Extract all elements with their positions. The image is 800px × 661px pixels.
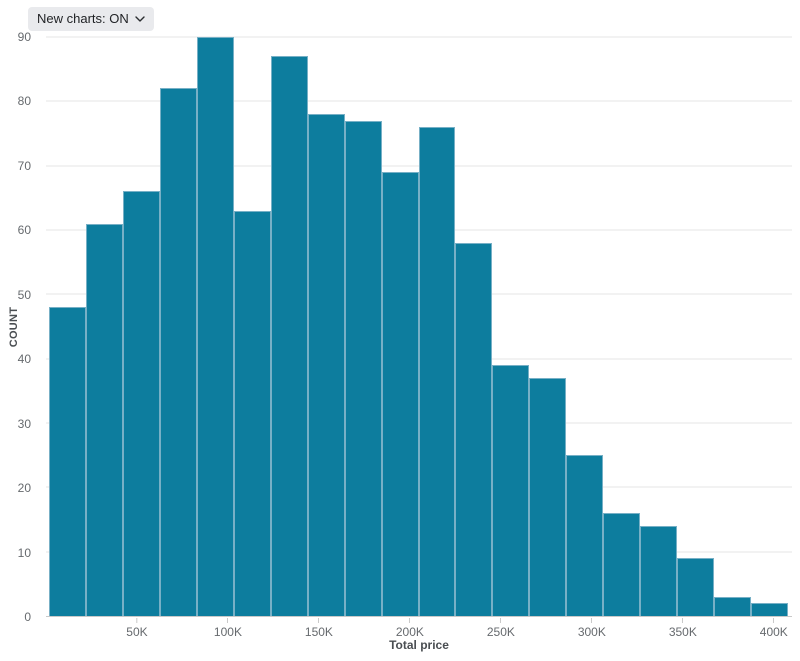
histogram-bar[interactable] xyxy=(307,114,345,616)
x-axis-tick: 50K xyxy=(126,618,148,639)
histogram-bar[interactable] xyxy=(122,191,160,616)
x-axis-tick: 100K xyxy=(214,618,242,639)
histogram-bar[interactable] xyxy=(233,210,271,616)
y-axis-tick-label: 70 xyxy=(17,158,31,173)
x-axis-tick-label: 400K xyxy=(759,625,788,639)
chevron-down-icon xyxy=(135,15,145,22)
x-axis-tick-label: 150K xyxy=(304,625,333,639)
x-axis-tick-mark xyxy=(318,618,320,623)
y-axis-tick-label: 10 xyxy=(17,545,31,560)
y-axis-tick-label: 80 xyxy=(17,94,31,109)
x-axis-tick-mark xyxy=(500,618,502,623)
x-axis-tick-mark xyxy=(591,618,593,623)
x-axis-tick: 350K xyxy=(669,618,697,639)
new-charts-dropdown-label: New charts: ON xyxy=(37,11,129,26)
x-axis-tick: 200K xyxy=(396,618,424,639)
y-axis-tick-label: 20 xyxy=(17,481,31,496)
histogram-bar[interactable] xyxy=(455,242,493,616)
y-axis-tick-label: 60 xyxy=(17,223,31,238)
new-charts-dropdown[interactable]: New charts: ON xyxy=(28,7,154,31)
x-axis-tick: 150K xyxy=(305,618,333,639)
histogram-bar[interactable] xyxy=(566,455,604,616)
histogram-bar[interactable] xyxy=(270,56,308,616)
histogram-bar[interactable] xyxy=(49,307,86,616)
y-axis-tick-label: 50 xyxy=(17,287,31,302)
histogram-bar[interactable] xyxy=(714,596,752,616)
histogram-bar[interactable] xyxy=(344,120,382,616)
histogram-bar[interactable] xyxy=(640,525,678,616)
plot-area xyxy=(46,36,792,617)
x-axis-tick-label: 200K xyxy=(395,625,424,639)
x-axis-tick: 300K xyxy=(578,618,606,639)
x-axis-title: Total price xyxy=(389,638,449,652)
x-axis-tick: 250K xyxy=(487,618,515,639)
y-axis-tick-label: 40 xyxy=(17,352,31,367)
x-axis-tick: 400K xyxy=(760,618,788,639)
histogram-bars xyxy=(49,37,789,616)
x-axis-tick-labels: 50K 100K 150K 200K 250K 300K 350K 400K xyxy=(46,618,792,642)
x-axis-tick-label: 300K xyxy=(577,625,606,639)
histogram-bar[interactable] xyxy=(418,127,456,616)
histogram-bar[interactable] xyxy=(751,603,789,616)
histogram-bar[interactable] xyxy=(381,172,419,616)
y-axis-tick-label: 30 xyxy=(17,416,31,431)
histogram-bar[interactable] xyxy=(196,37,234,616)
histogram-bar[interactable] xyxy=(85,223,123,616)
histogram-bar[interactable] xyxy=(677,558,715,616)
y-axis-tick-label: 0 xyxy=(24,610,31,624)
x-axis-tick-label: 250K xyxy=(486,625,515,639)
x-axis-tick-label: 100K xyxy=(213,625,242,639)
histogram-bar[interactable] xyxy=(492,365,530,616)
histogram-bar[interactable] xyxy=(159,88,197,616)
histogram-bar[interactable] xyxy=(603,513,641,616)
x-axis-tick-mark xyxy=(682,618,684,623)
y-axis-tick-label: 90 xyxy=(17,30,31,44)
x-axis-tick-mark xyxy=(773,618,775,623)
gridline xyxy=(46,36,792,38)
x-axis-tick-mark xyxy=(227,618,229,623)
x-axis-tick-label: 350K xyxy=(668,625,697,639)
x-axis-tick-mark xyxy=(409,618,411,623)
x-axis-tick-mark xyxy=(136,618,138,623)
gridline xyxy=(46,100,792,102)
histogram-bar[interactable] xyxy=(529,377,567,616)
x-axis-tick-label: 50K xyxy=(126,625,148,639)
y-axis-tick-labels: 0 10 20 30 40 50 60 70 80 90 xyxy=(0,30,31,624)
